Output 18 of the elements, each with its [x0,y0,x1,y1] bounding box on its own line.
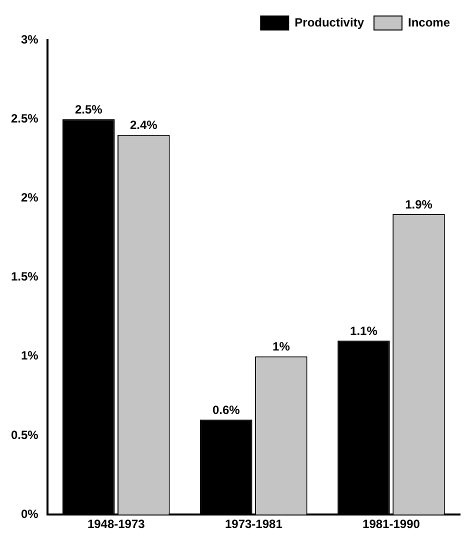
data-label: 1.1% [350,324,378,338]
y-tick-label: 1% [21,348,39,363]
y-tick-label: 1.5% [10,270,39,284]
y-tick-label: 0.5% [10,428,39,442]
y-tick-label: 0% [21,506,39,521]
y-tick-label: 3% [21,32,39,46]
x-tick-label: 1973-1981 [224,517,283,532]
x-tick-label: 1981-1990 [362,517,420,532]
data-label: 1.9% [405,197,433,212]
y-tick-label: 2.5% [10,111,39,126]
y-tick-label: 2% [21,190,39,205]
x-tick-label: 1948-1973 [87,517,146,532]
data-label: 0.6% [212,402,240,417]
data-label: 2.4% [130,118,158,132]
data-label: 1% [272,340,290,354]
legend-label: Productivity [294,15,364,30]
data-label: 2.5% [74,102,103,116]
legend-label: Income [408,15,450,30]
